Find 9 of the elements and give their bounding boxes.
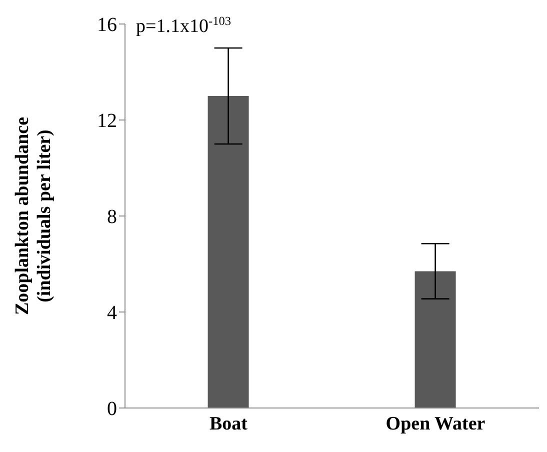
x-tick-label: Boat: [210, 413, 248, 434]
annotation: p=1.1x10$^{-103}$: [136, 14, 232, 37]
y-tick-label: 4: [107, 302, 117, 324]
y-axis-title: Zooplankton abundance (individuals per liter): [12, 117, 55, 315]
y-tick-label: 8: [107, 206, 117, 228]
x-tick-label: Open Water: [386, 413, 486, 434]
y-tick-label: 12: [97, 110, 117, 132]
y-tick-label: 16: [97, 14, 117, 36]
y-tick-label: 0: [107, 398, 117, 420]
